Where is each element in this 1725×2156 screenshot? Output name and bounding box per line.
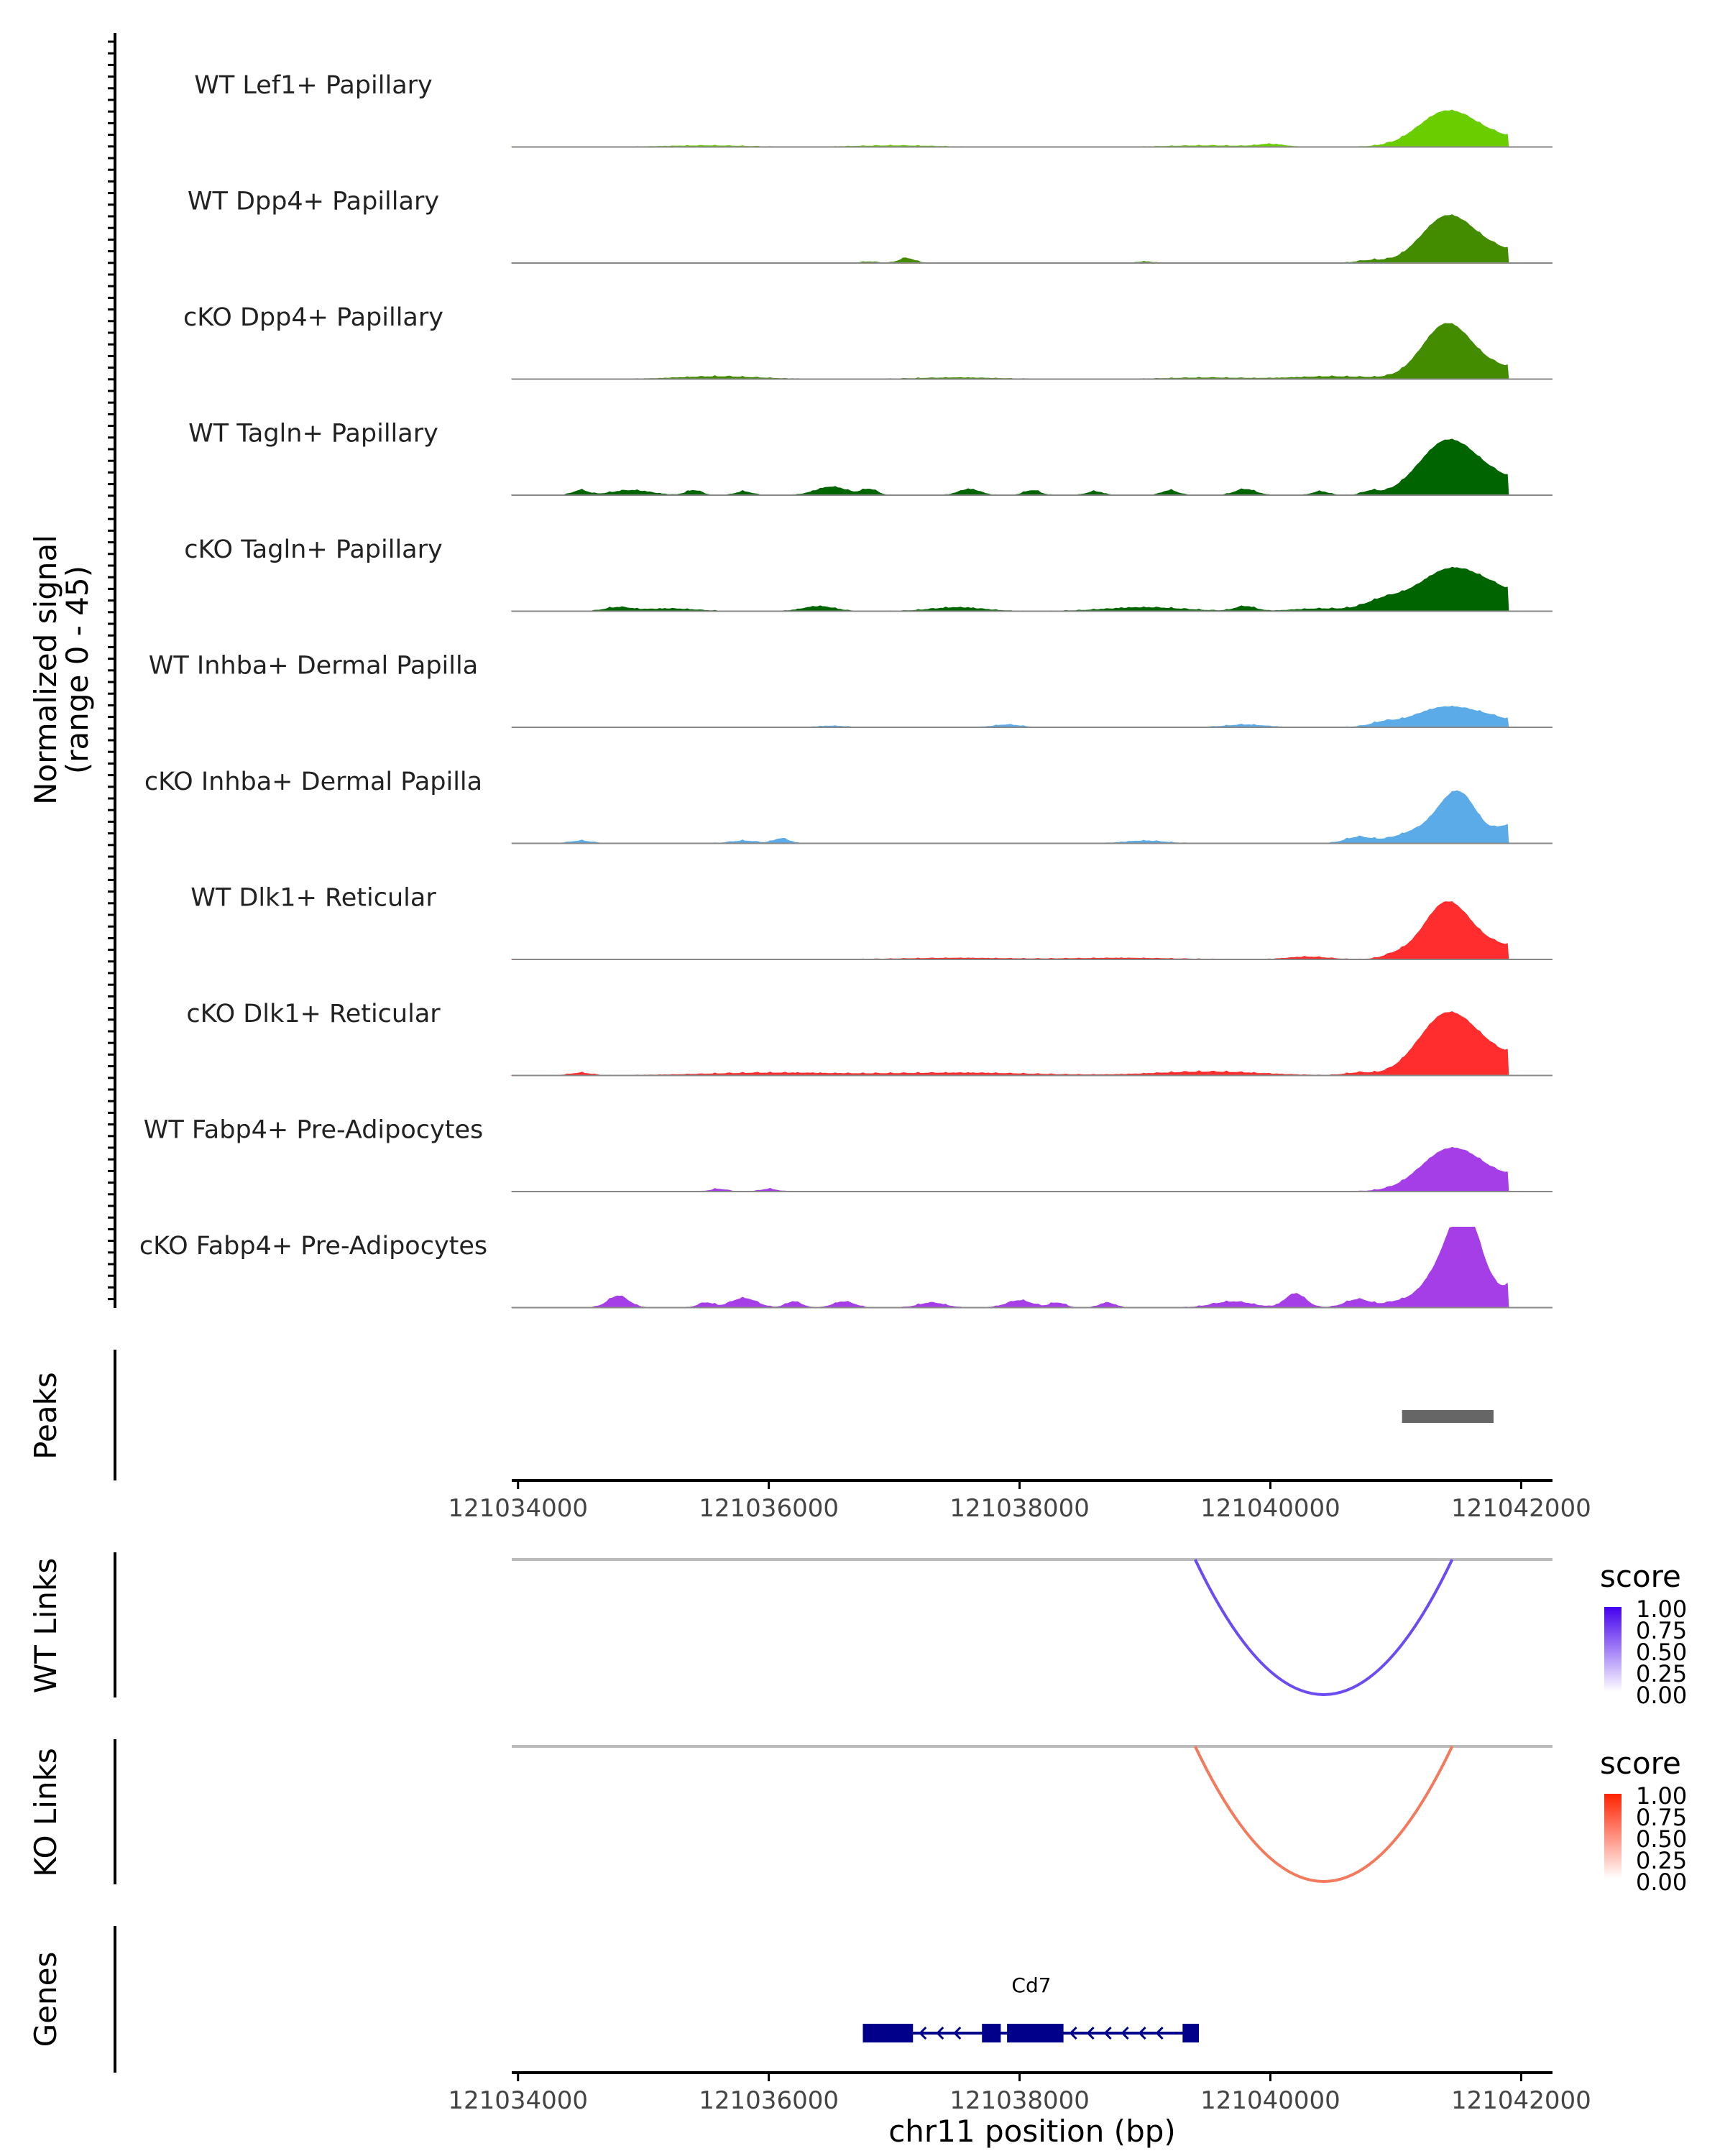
gene-strand-arrow	[1103, 2026, 1112, 2040]
wt-legend-label-075: 0.75	[1636, 1617, 1687, 1644]
coverage-track-label: WT Dlk1+ Reticular	[190, 884, 436, 913]
coverage-track: cKO Dpp4+ Papillary	[183, 303, 1552, 380]
gene-name-label: Cd7	[1011, 1973, 1051, 1997]
coverage-track: WT Dlk1+ Reticular	[190, 884, 1552, 960]
x-axis-bottom-ticks: 121034000 121036000 121038000 121040000 1210…	[448, 2073, 1591, 2115]
gene-exon	[982, 2024, 1001, 2042]
coverage-track: cKO Fabp4+ Pre-Adipocytes	[139, 1227, 1552, 1309]
wt-link-arc	[1193, 1559, 1454, 1696]
ko-legend-label-000: 0.00	[1636, 1869, 1687, 1896]
gene-strand-arrow	[1155, 2026, 1164, 2040]
wt-legend-title: score	[1600, 1559, 1681, 1594]
x-axis-bottom: 121034000 121036000 121038000 121040000 1210…	[448, 2071, 1591, 2149]
coverage-track: cKO Dlk1+ Reticular	[186, 1000, 1552, 1077]
coverage-track: WT Fabp4+ Pre-Adipocytes	[144, 1116, 1552, 1192]
wt-links-label: WT Links	[28, 1558, 63, 1693]
ko-links-panel: KO Links score 1.00 0.75 0.50 0.25 0.00	[28, 1739, 1687, 1896]
coverage-track-label: WT Tagln+ Papillary	[188, 420, 438, 448]
coverage-track: WT Tagln+ Papillary	[188, 420, 1552, 496]
coverage-track: WT Lef1+ Papillary	[194, 71, 1552, 148]
coverage-track-area	[511, 1011, 1509, 1077]
x-axis-title: chr11 position (bp)	[888, 2114, 1176, 2149]
coverage-track-label: cKO Tagln+ Papillary	[184, 535, 443, 564]
x-axis-tick-label: 121036000	[699, 2086, 839, 2115]
gene-strand-arrow	[1138, 2026, 1146, 2040]
x-axis-top-ticks: 121034000 121036000 121038000 121040000 1210…	[448, 1480, 1591, 1523]
x-axis-tick-label: 121040000	[1200, 2086, 1340, 2115]
wt-legend-label-025: 0.25	[1636, 1660, 1687, 1687]
gene-strand-arrow	[1086, 2026, 1095, 2040]
wt-links-panel: WT Links score 1.00 0.75 0.50 0.25 0.00	[28, 1552, 1687, 1709]
gene-exon	[1007, 2024, 1064, 2042]
genes-panel: Genes Cd7	[28, 1926, 1200, 2073]
coverage-track: cKO Inhba+ Dermal Papilla	[144, 768, 1552, 844]
x-axis-tick-label: 121038000	[949, 1494, 1090, 1523]
coverage-track-label: WT Inhba+ Dermal Papilla	[149, 652, 478, 681]
ko-legend-title: score	[1600, 1746, 1681, 1781]
gene-strand-arrow	[1069, 2026, 1077, 2040]
ko-legend-label-050: 0.50	[1636, 1825, 1687, 1853]
peak-regions	[1402, 1410, 1494, 1423]
coverage-track-label: cKO Inhba+ Dermal Papilla	[144, 768, 482, 796]
coverage-track-label: WT Fabp4+ Pre-Adipocytes	[144, 1116, 483, 1145]
coverage-track: cKO Tagln+ Papillary	[184, 535, 1552, 612]
ko-link-arc	[1193, 1746, 1454, 1883]
coverage-track-label: cKO Dpp4+ Papillary	[183, 303, 443, 332]
ko-links-score-legend: score 1.00 0.75 0.50 0.25 0.00	[1600, 1746, 1687, 1896]
x-axis-tick-label: 121038000	[949, 2086, 1090, 2115]
ko-links-label: KO Links	[28, 1748, 63, 1877]
coverage-track-label: WT Lef1+ Papillary	[194, 71, 433, 100]
x-axis-tick-label: 121040000	[1200, 1494, 1340, 1523]
wt-legend-colorbar	[1604, 1607, 1622, 1692]
coverage-track-label: cKO Dlk1+ Reticular	[186, 1000, 441, 1028]
coverage-panel: Normalized signal (range 0 - 45) WT Lef1…	[28, 33, 1552, 1309]
wt-legend-label-000: 0.00	[1636, 1682, 1687, 1709]
gene-strand-arrow	[1121, 2026, 1129, 2040]
gene-model	[862, 2024, 1200, 2042]
x-axis-tick-label: 121034000	[448, 2086, 588, 2115]
x-axis-tick-label: 121036000	[699, 1494, 839, 1523]
peaks-label: Peaks	[28, 1372, 63, 1460]
gene-strand-arrow	[936, 2026, 944, 2040]
ko-legend-label-025: 0.25	[1636, 1847, 1687, 1874]
x-axis-tick-label: 121042000	[1451, 1494, 1591, 1523]
coverage-track-label: WT Dpp4+ Papillary	[188, 188, 439, 216]
peak-region-bar	[1402, 1410, 1494, 1423]
coverage-y-ticks	[108, 40, 115, 1301]
coverage-track: WT Dpp4+ Papillary	[188, 188, 1552, 264]
coverage-ylabel-line2: (range 0 - 45)	[60, 566, 95, 774]
coverage-track-label: cKO Fabp4+ Pre-Adipocytes	[139, 1232, 487, 1261]
genes-label: Genes	[28, 1952, 63, 2047]
gene-strand-arrow	[919, 2026, 927, 2040]
coverage-track: WT Inhba+ Dermal Papilla	[149, 652, 1552, 728]
wt-links-score-legend: score 1.00 0.75 0.50 0.25 0.00	[1600, 1559, 1687, 1709]
wt-legend-label-050: 0.50	[1636, 1639, 1687, 1666]
ko-legend-label-100: 1.00	[1636, 1782, 1687, 1810]
gene-strand-arrow	[953, 2026, 962, 2040]
x-axis-tick-label: 121034000	[448, 1494, 588, 1523]
gene-exon	[1182, 2024, 1200, 2042]
x-axis-top: 121034000 121036000 121038000 121040000 1210…	[448, 1479, 1591, 1523]
ko-legend-label-075: 0.75	[1636, 1804, 1687, 1831]
wt-legend-label-100: 1.00	[1636, 1595, 1687, 1623]
gene-exon	[862, 2024, 914, 2042]
peaks-panel: Peaks	[28, 1350, 1494, 1480]
coverage-tracks: WT Lef1+ Papillary WT Dpp4+ Papillary cKO …	[139, 71, 1552, 1309]
x-axis-tick-label: 121042000	[1451, 2086, 1591, 2115]
coverage-ylabel-line1: Normalized signal	[28, 535, 63, 805]
ko-legend-colorbar	[1604, 1794, 1622, 1879]
